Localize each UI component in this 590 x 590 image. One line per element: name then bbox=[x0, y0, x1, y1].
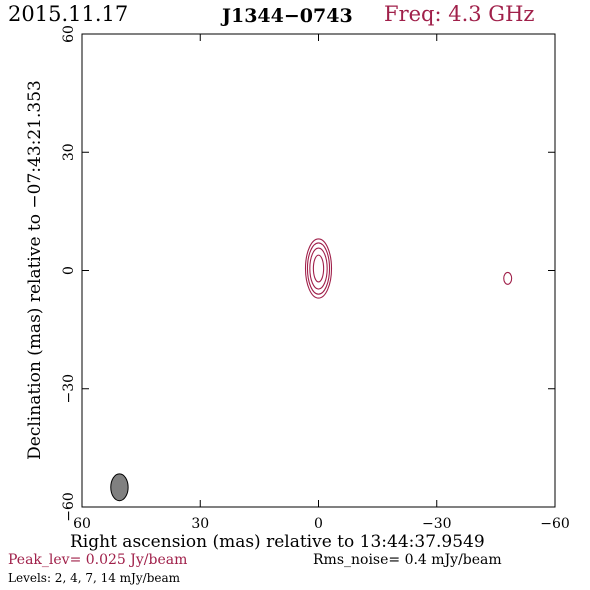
observation-date: 2015.11.17 bbox=[8, 2, 129, 26]
x-tick-label: 0 bbox=[314, 516, 323, 532]
x-axis-label: Right ascension (mas) relative to 13:44:… bbox=[70, 532, 485, 552]
x-tick-label: 60 bbox=[73, 516, 91, 532]
frequency-label: Freq: 4.3 GHz bbox=[384, 2, 535, 26]
y-tick-label: 60 bbox=[61, 25, 77, 43]
x-tick-label: −30 bbox=[422, 516, 452, 532]
contour-level-2 bbox=[304, 238, 333, 299]
axis-tick-labels: 60 30 0 −30 −60 −60 −30 0 30 60 bbox=[61, 25, 570, 532]
peak-level: Peak_lev= 0.025 Jy/beam bbox=[8, 552, 188, 568]
y-tick-label: −30 bbox=[61, 374, 77, 404]
y-tick-label: 30 bbox=[61, 143, 77, 161]
x-tick-label: −60 bbox=[540, 516, 570, 532]
source-name: J1344−0743 bbox=[222, 5, 353, 27]
contour-level-7 bbox=[309, 247, 328, 290]
contour-level-14 bbox=[312, 254, 325, 283]
rms-noise: Rms_noise= 0.4 mJy/beam bbox=[313, 552, 502, 568]
x-tick-label: 30 bbox=[191, 516, 209, 532]
y-tick-label: 0 bbox=[61, 266, 77, 275]
y-tick-label: −60 bbox=[61, 492, 77, 522]
beam-ellipse bbox=[110, 473, 129, 502]
contour-level-4 bbox=[306, 242, 331, 295]
contour-group bbox=[304, 238, 513, 299]
stray-contour bbox=[503, 271, 513, 285]
plot-frame bbox=[81, 33, 556, 508]
y-axis-label: Declination (mas) relative to −07:43:21.… bbox=[25, 80, 45, 460]
axis-ticks bbox=[81, 33, 556, 508]
contour-levels: Levels: 2, 4, 7, 14 mJy/beam bbox=[8, 571, 181, 585]
beam-group bbox=[110, 473, 129, 502]
